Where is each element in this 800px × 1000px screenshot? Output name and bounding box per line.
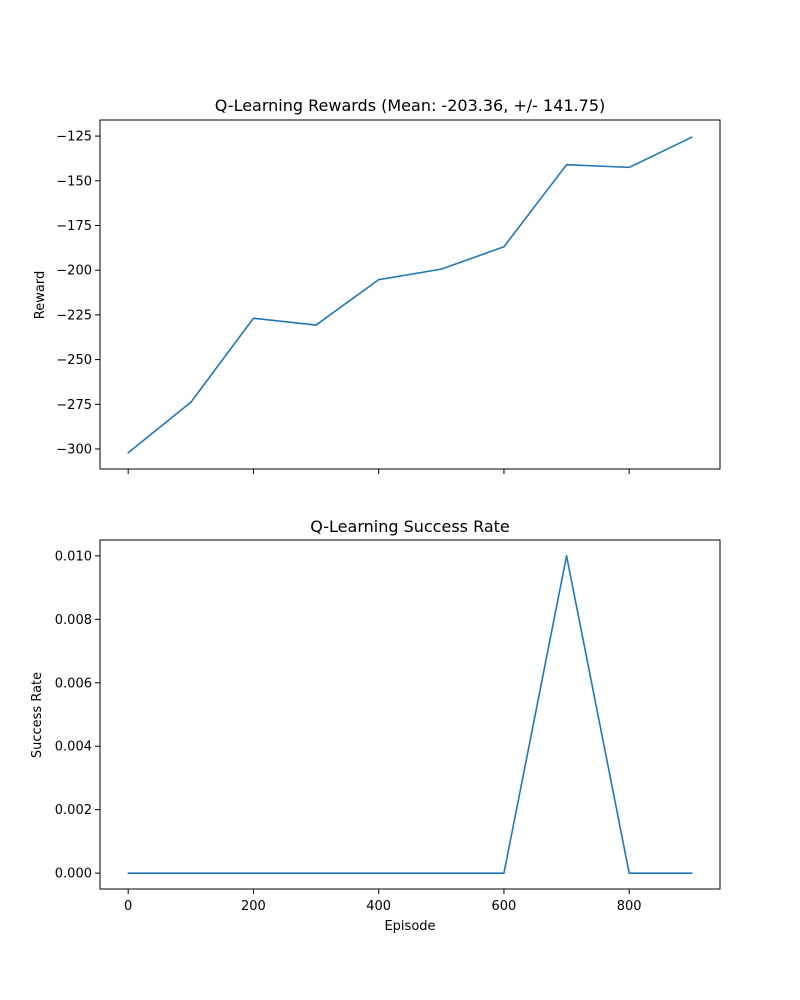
success-rate-data-point bbox=[252, 872, 255, 874]
success-rate-y-tick-label: 0.010 bbox=[55, 549, 92, 564]
rewards-data-point bbox=[127, 451, 129, 454]
success-rate-ticks: 0 200 400 600 800 0.000 0.002 0.004 0.006 0.008 0.… bbox=[55, 549, 642, 914]
success-rate-data-point bbox=[377, 872, 380, 874]
success-rate-y-axis-label: Success Rate bbox=[30, 672, 45, 758]
success-rate-chart: Q-Learning Success Rate Success Rate Epi… bbox=[30, 517, 721, 934]
success-rate-y-tick-label: 0.000 bbox=[55, 867, 92, 882]
rewards-y-tick-label: −300 bbox=[56, 442, 92, 457]
rewards-series-line bbox=[127, 136, 693, 454]
rewards-ticks: −300 −275 −250 −225 −200 −175 −150 −125 bbox=[56, 130, 630, 474]
rewards-y-tick-label: −225 bbox=[56, 308, 92, 323]
rewards-data-point bbox=[503, 245, 505, 248]
success-rate-data-point bbox=[127, 872, 129, 874]
rewards-chart: Q-Learning Rewards (Mean: -203.36, +/- 1… bbox=[33, 96, 721, 474]
rewards-y-tick-label: −125 bbox=[56, 130, 92, 145]
success-rate-data-point bbox=[565, 555, 568, 557]
success-rate-x-tick-label: 600 bbox=[492, 899, 517, 914]
rewards-chart-title: Q-Learning Rewards (Mean: -203.36, +/- 1… bbox=[215, 96, 606, 115]
success-rate-x-tick-label: 400 bbox=[366, 899, 391, 914]
rewards-y-tick-label: −175 bbox=[56, 219, 92, 234]
success-rate-x-tick-label: 200 bbox=[241, 899, 266, 914]
rewards-y-axis-label: Reward bbox=[33, 271, 48, 319]
rewards-data-point bbox=[252, 317, 255, 320]
success-rate-y-tick-label: 0.008 bbox=[55, 613, 92, 628]
rewards-data-point bbox=[565, 163, 568, 166]
rewards-data-point bbox=[377, 278, 380, 281]
success-rate-data-point bbox=[503, 872, 505, 874]
rewards-plot-frame bbox=[99, 119, 721, 470]
rewards-y-tick-label: −275 bbox=[56, 398, 92, 413]
success-rate-y-tick-label: 0.002 bbox=[55, 803, 92, 818]
success-rate-series-line bbox=[128, 555, 692, 874]
rewards-data-point bbox=[440, 268, 443, 270]
success-rate-data-point bbox=[190, 872, 192, 874]
success-rate-data-point bbox=[440, 872, 443, 874]
rewards-data-point bbox=[190, 401, 192, 404]
success-rate-y-tick-label: 0.004 bbox=[55, 740, 92, 755]
rewards-marks bbox=[127, 136, 693, 454]
success-rate-data-point bbox=[628, 872, 630, 874]
rewards-data-point bbox=[315, 324, 317, 326]
success-rate-x-tick-label: 800 bbox=[617, 899, 642, 914]
success-rate-marks bbox=[127, 555, 693, 874]
rewards-y-tick-label: −150 bbox=[56, 174, 92, 189]
success-rate-data-point bbox=[691, 872, 693, 874]
rewards-y-tick-label: −200 bbox=[56, 264, 92, 279]
success-rate-plot-frame bbox=[99, 539, 721, 890]
success-rate-x-tick-label: 0 bbox=[124, 899, 132, 914]
rewards-y-tick-label: −250 bbox=[56, 353, 92, 368]
success-rate-chart-title: Q-Learning Success Rate bbox=[310, 517, 510, 536]
success-rate-data-point bbox=[315, 872, 317, 874]
success-rate-y-tick-label: 0.006 bbox=[55, 676, 92, 691]
rewards-data-point bbox=[628, 166, 630, 169]
rewards-data-point bbox=[691, 136, 693, 138]
success-rate-x-axis-label: Episode bbox=[384, 919, 435, 934]
